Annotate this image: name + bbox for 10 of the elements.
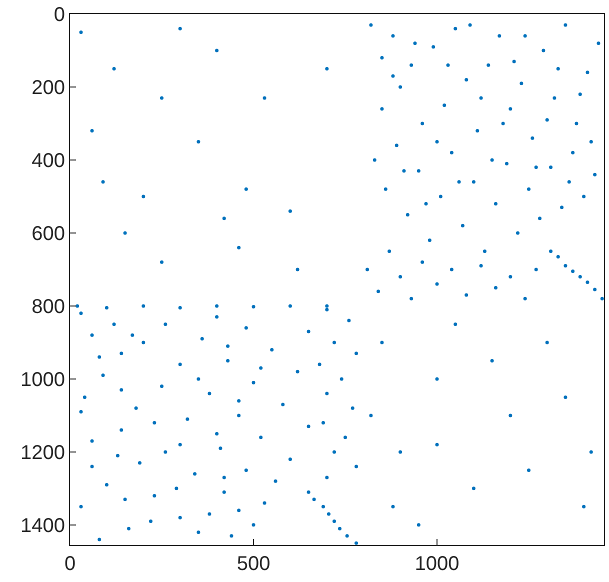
y-tick-label: 400 [32,150,65,172]
y-tick-label: 200 [32,76,65,99]
x-tick-label: 500 [236,553,270,575]
x-tick-label: 1000 [414,553,460,575]
y-tick-label: 800 [32,296,65,318]
y-tick-label: 600 [32,222,65,245]
y-tick-label: 1000 [20,368,65,391]
y-tick-label: 0 [54,4,65,26]
y-tick-label: 1400 [20,514,65,537]
y-tick-label: 1200 [20,442,65,464]
